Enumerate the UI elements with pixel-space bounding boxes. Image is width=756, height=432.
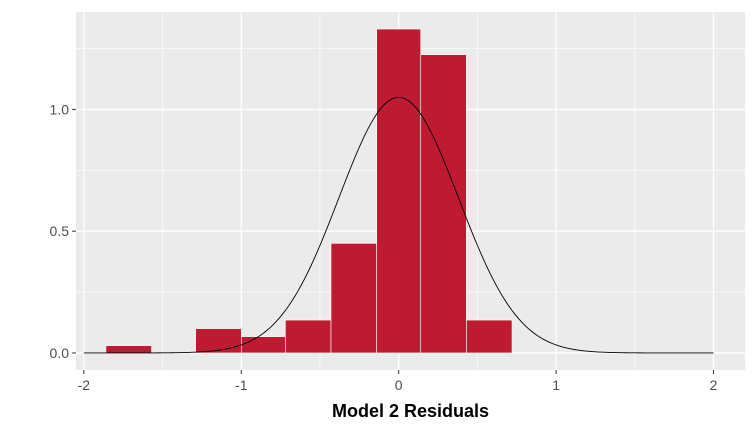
- histogram-bar: [330, 243, 377, 354]
- x-axis-title: Model 2 Residuals: [332, 401, 489, 421]
- histogram-bar: [240, 336, 286, 354]
- y-tick-label: 0.0: [50, 345, 70, 361]
- x-tick-label: -2: [78, 377, 91, 393]
- x-tick-label: -1: [235, 377, 248, 393]
- histogram-bar: [420, 54, 467, 354]
- density-curve: [83, 96, 714, 354]
- y-axis-ticks: 0.0 0.5 1.0: [50, 101, 76, 361]
- histogram-bar: [466, 319, 513, 354]
- x-tick-label: 1: [552, 377, 560, 393]
- histogram-bar: [376, 28, 422, 354]
- histogram-bar: [105, 345, 152, 354]
- x-tick-label: 0: [395, 377, 403, 393]
- x-axis-ticks: -2 -1 0 1 2: [78, 370, 718, 393]
- histogram-bars: [105, 28, 513, 354]
- histogram-bar: [195, 328, 242, 354]
- y-tick-label: 1.0: [50, 101, 70, 117]
- histogram-bar: [285, 319, 332, 354]
- x-tick-label: 2: [710, 377, 718, 393]
- y-tick-label: 0.5: [50, 223, 70, 239]
